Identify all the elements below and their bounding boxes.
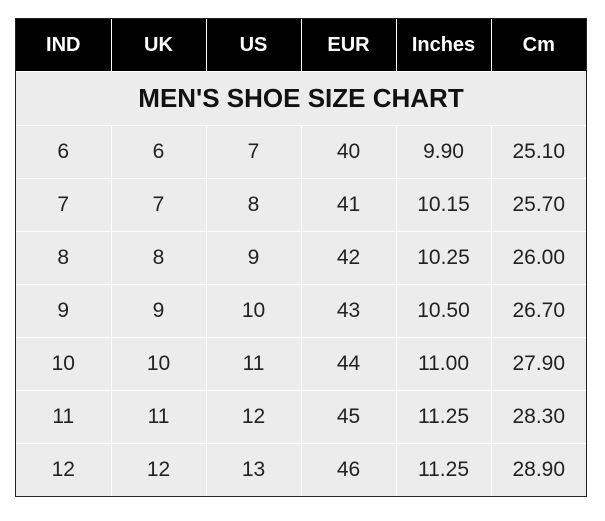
header-row: IND UK US EUR Inches Cm: [16, 19, 586, 72]
table-cell: 11: [111, 390, 207, 444]
table-cell: 12: [206, 390, 302, 444]
table-cell: 42: [301, 231, 397, 285]
column-header: Inches: [396, 19, 492, 72]
table-cell: 25.10: [491, 125, 586, 179]
size-chart: MEN'S SHOE SIZE CHART IND UK US EUR Inches Cm…: [15, 18, 587, 497]
column-header: EUR: [301, 19, 397, 72]
table-cell: 9.90: [396, 125, 492, 179]
table-cell: 10: [111, 337, 207, 391]
table-row: 6 6 7 40 9.90 25.10: [16, 125, 586, 179]
table-cell: 13: [206, 443, 302, 496]
table-cell: 27.90: [491, 337, 586, 391]
table-cell: 28.90: [491, 443, 586, 496]
table-cell: 11.25: [396, 390, 492, 444]
table-cell: 6: [16, 125, 112, 179]
size-table: MEN'S SHOE SIZE CHART IND UK US EUR Inches Cm…: [16, 19, 586, 496]
column-header: IND: [16, 19, 112, 72]
table-cell: 7: [111, 178, 207, 232]
table-cell: 9: [16, 284, 112, 338]
table-cell: 9: [206, 231, 302, 285]
table-row: 9 9 10 43 10.50 26.70: [16, 284, 586, 338]
table-cell: 43: [301, 284, 397, 338]
table-row: 12 12 13 46 11.25 28.90: [16, 443, 586, 496]
table-cell: 10.15: [396, 178, 492, 232]
chart-title: MEN'S SHOE SIZE CHART: [16, 71, 586, 126]
column-header: US: [206, 19, 302, 72]
table-row: 8 8 9 42 10.25 26.00: [16, 231, 586, 285]
table-row: 11 11 12 45 11.25 28.30: [16, 390, 586, 444]
table-cell: 10.25: [396, 231, 492, 285]
table-cell: 10: [16, 337, 112, 391]
table-cell: 6: [111, 125, 207, 179]
table-cell: 8: [111, 231, 207, 285]
table-cell: 10: [206, 284, 302, 338]
table-cell: 26.70: [491, 284, 586, 338]
table-cell: 25.70: [491, 178, 586, 232]
table-cell: 26.00: [491, 231, 586, 285]
table-cell: 46: [301, 443, 397, 496]
table-cell: 44: [301, 337, 397, 391]
table-cell: 41: [301, 178, 397, 232]
table-row: 7 7 8 41 10.15 25.70: [16, 178, 586, 232]
table-cell: 9: [111, 284, 207, 338]
table-cell: 10.50: [396, 284, 492, 338]
column-header: Cm: [491, 19, 586, 72]
table-cell: 28.30: [491, 390, 586, 444]
table-cell: 11: [16, 390, 112, 444]
table-cell: 11.25: [396, 443, 492, 496]
column-header: UK: [111, 19, 207, 72]
table-cell: 7: [16, 178, 112, 232]
table-cell: 7: [206, 125, 302, 179]
table-cell: 12: [16, 443, 112, 496]
table-cell: 11.00: [396, 337, 492, 391]
table-cell: 8: [206, 178, 302, 232]
table-cell: 11: [206, 337, 302, 391]
table-cell: 12: [111, 443, 207, 496]
table-cell: 45: [301, 390, 397, 444]
table-cell: 40: [301, 125, 397, 179]
table-row: 10 10 11 44 11.00 27.90: [16, 337, 586, 391]
table-cell: 8: [16, 231, 112, 285]
